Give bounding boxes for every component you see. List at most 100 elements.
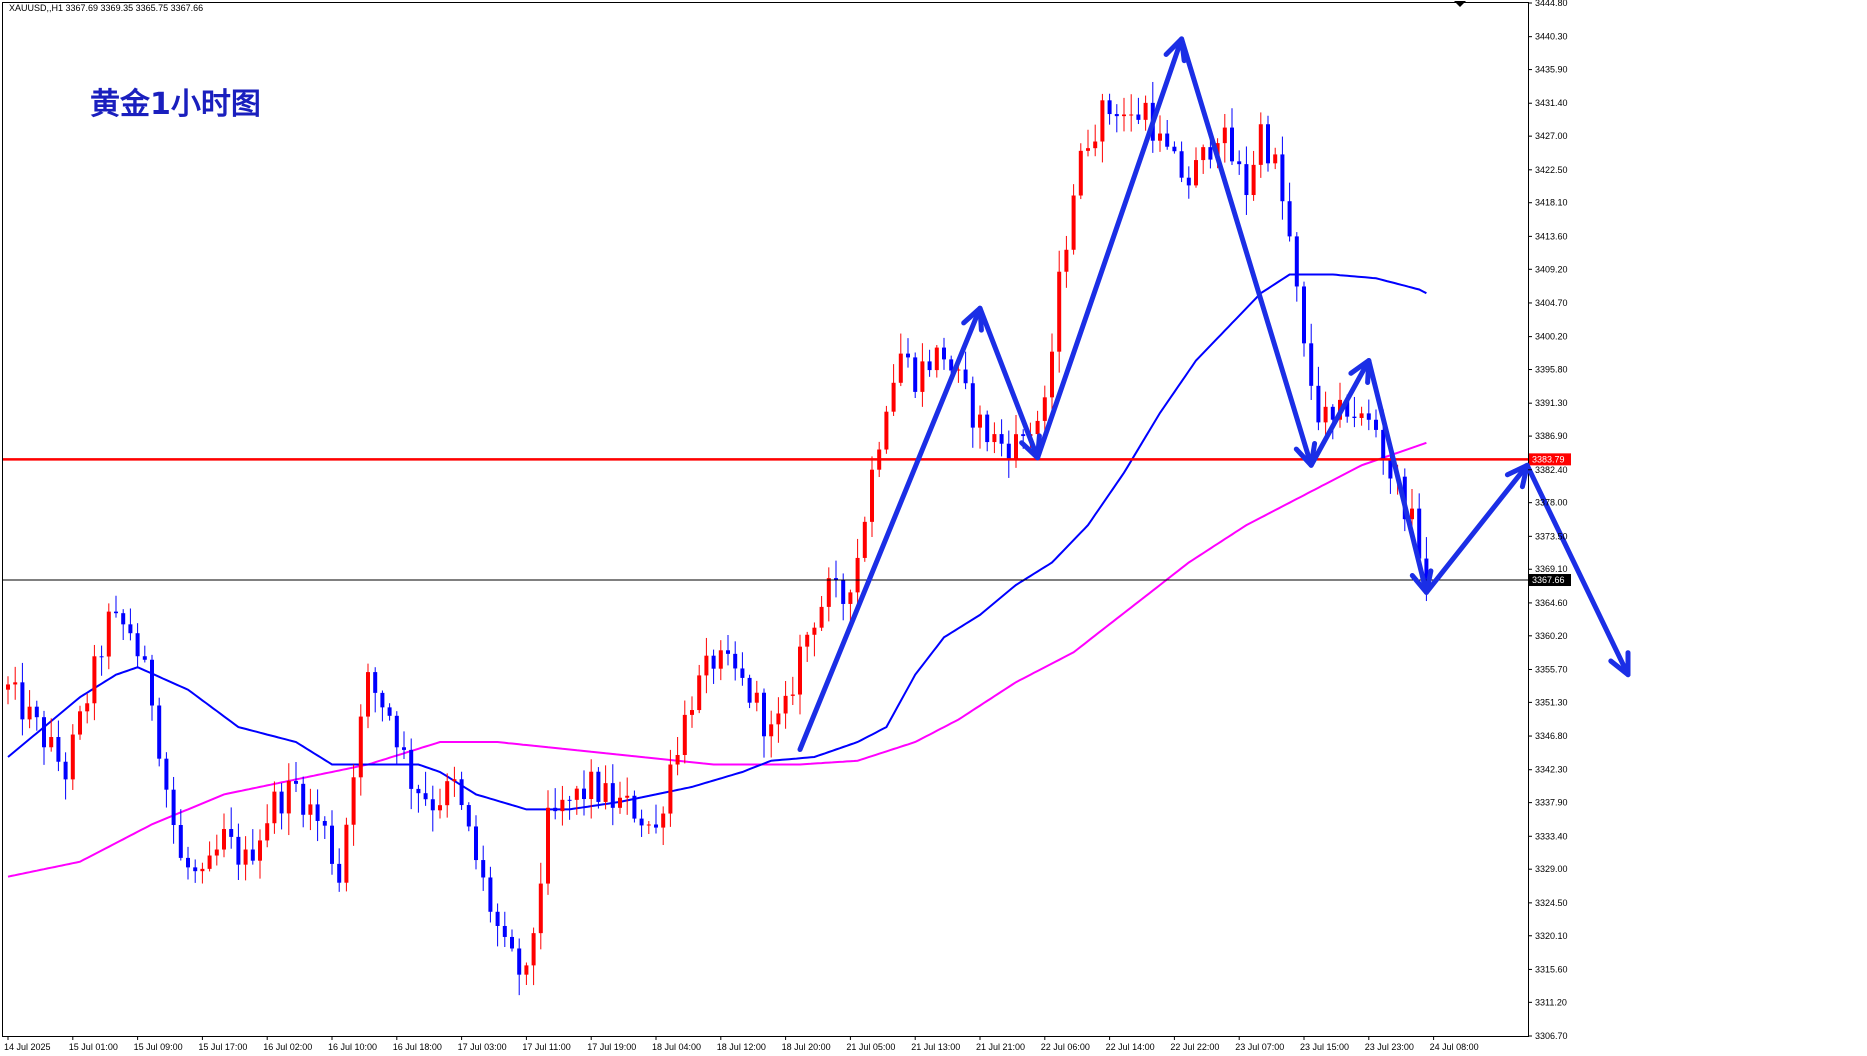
trend-arrows-layer [797, 36, 1631, 752]
x-tick-label: 21 Jul 05:00 [846, 1042, 895, 1052]
y-tick-label: 3351.30 [1535, 697, 1568, 707]
candle [373, 667, 378, 713]
candle [690, 696, 694, 728]
candle [301, 776, 306, 828]
candle [1352, 396, 1357, 428]
candle [1237, 150, 1242, 175]
candle [1042, 385, 1047, 431]
candle [661, 806, 666, 846]
candle [92, 644, 97, 721]
candle [34, 700, 39, 731]
candle [805, 631, 810, 662]
y-tick-label: 3427.00 [1535, 131, 1568, 141]
candle [978, 405, 982, 449]
y-tick-label: 3440.30 [1535, 32, 1568, 42]
candle [380, 690, 385, 722]
candle [517, 938, 522, 996]
candle [1006, 430, 1011, 478]
y-tick-label: 3306.70 [1535, 1031, 1568, 1041]
candle [1273, 147, 1278, 170]
scroll-marker-icon[interactable] [1454, 1, 1466, 7]
candles-layer [6, 81, 1429, 996]
candle [790, 676, 795, 706]
candle [344, 817, 349, 892]
x-tick-label: 16 Jul 02:00 [263, 1042, 312, 1052]
candle [229, 807, 234, 849]
candle [711, 649, 716, 684]
candle [459, 771, 464, 810]
x-tick-label: 15 Jul 01:00 [69, 1042, 118, 1052]
candle [524, 962, 529, 985]
x-tick-label: 23 Jul 23:00 [1365, 1042, 1414, 1052]
candle [870, 456, 874, 537]
candle [819, 596, 824, 631]
candle [510, 929, 514, 952]
candle [279, 783, 284, 830]
candle [387, 703, 392, 721]
candle [200, 862, 205, 884]
candle [1186, 166, 1191, 199]
candle [488, 866, 493, 923]
candle [697, 664, 702, 714]
candle [970, 376, 975, 448]
candle [164, 752, 169, 808]
y-tick-label: 3395.80 [1535, 365, 1568, 375]
candle [985, 410, 990, 452]
candle [495, 903, 500, 947]
arrow-head-icon [1409, 568, 1434, 595]
candle [186, 846, 190, 880]
arrow-head-icon [1293, 441, 1318, 468]
arrow-head-icon [961, 305, 984, 333]
candle [949, 355, 954, 374]
ma-slow-layer [7, 441, 1427, 878]
candle [1251, 150, 1256, 201]
candle [913, 352, 918, 399]
candle [1194, 147, 1198, 188]
candle [99, 645, 104, 676]
candle [1230, 108, 1234, 166]
y-tick-label: 3329.00 [1535, 864, 1568, 874]
x-tick-label: 18 Jul 12:00 [717, 1042, 766, 1052]
candle [466, 802, 471, 832]
candle [632, 790, 637, 823]
candle [85, 693, 90, 724]
candle [286, 763, 291, 836]
candle [783, 681, 788, 729]
candle [906, 338, 910, 368]
price-label: 3367.66 [1532, 575, 1565, 585]
candle [1143, 95, 1148, 131]
candle [128, 608, 133, 641]
candle [1100, 93, 1105, 163]
candle [625, 777, 630, 815]
candle [1366, 399, 1371, 431]
y-tick-label: 3431.40 [1535, 98, 1568, 108]
y-tick-label: 3386.90 [1535, 431, 1568, 441]
x-tick-label: 18 Jul 04:00 [652, 1042, 701, 1052]
candle [481, 845, 486, 891]
candle [1287, 182, 1292, 242]
x-tick-label: 15 Jul 09:00 [134, 1042, 183, 1052]
x-tick-label: 21 Jul 13:00 [911, 1042, 960, 1052]
candle [1172, 141, 1177, 154]
price-label-box [1529, 453, 1571, 466]
candle [106, 603, 111, 670]
x-tick-label: 21 Jul 21:00 [976, 1042, 1025, 1052]
y-tick-label: 3337.90 [1535, 798, 1568, 808]
arrow-head-icon [1348, 358, 1372, 385]
candle [762, 688, 766, 758]
candle [1179, 141, 1184, 183]
candle [207, 841, 212, 872]
candle [70, 724, 75, 790]
candle [1359, 406, 1364, 426]
candle [416, 784, 421, 813]
candle [13, 666, 18, 700]
candle [747, 674, 752, 709]
candle [1201, 144, 1206, 174]
candle [114, 595, 118, 618]
candle [1222, 113, 1227, 163]
candle [646, 821, 651, 835]
candle [150, 654, 154, 721]
candle [862, 516, 867, 562]
